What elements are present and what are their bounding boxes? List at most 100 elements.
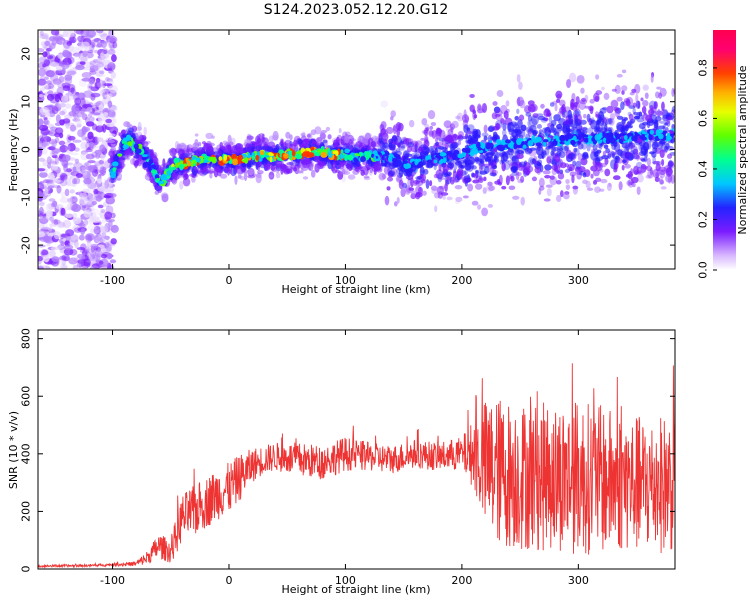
- spectrogram-blob: [327, 134, 332, 140]
- spectrogram-noise-blob: [38, 255, 44, 262]
- spectrogram-blob: [369, 166, 373, 174]
- spectrogram-ridge-blob: [535, 142, 543, 147]
- spectrogram-noise-blob: [106, 122, 115, 127]
- spectrogram-ridge-blob: [457, 153, 464, 159]
- spectrogram-blob: [531, 115, 539, 126]
- spectrogram-noise-blob: [38, 191, 44, 198]
- spectrogram-blob: [386, 126, 394, 135]
- spectrogram-blob: [305, 163, 310, 169]
- spectrogram-blob: [472, 133, 478, 139]
- spectrogram-blob: [527, 120, 531, 127]
- spectrogram-blob: [473, 173, 479, 179]
- spectrogram-noise-blob: [99, 173, 105, 177]
- spectrogram-blob: [600, 118, 605, 128]
- spectrogram-blob: [415, 180, 423, 187]
- spectrogram-blob: [515, 127, 524, 134]
- spectrogram-blob: [284, 142, 292, 149]
- spectrogram-blob: [434, 205, 438, 213]
- spectrogram-blob: [286, 162, 294, 166]
- spectrogram-noise-blob: [86, 106, 93, 113]
- spectrogram-ridge-blob: [191, 159, 196, 165]
- spectrogram-noise-blob: [63, 175, 74, 183]
- spectrogram-noise-blob: [55, 34, 64, 39]
- spectrogram-blob: [357, 135, 366, 145]
- spectrogram-blob: [575, 96, 580, 105]
- spectrogram-noise-blob: [94, 248, 103, 258]
- spectrogram-blob: [583, 113, 587, 119]
- spectrogram-blob: [534, 166, 542, 174]
- spectrogram-noise-blob: [93, 235, 100, 244]
- spectrogram-blob: [509, 174, 513, 179]
- spectrogram-blob: [478, 162, 486, 167]
- spectrogram-blob: [594, 126, 601, 133]
- spectrogram-noise-blob: [87, 164, 97, 174]
- spectrogram-blob: [578, 166, 586, 173]
- spectrogram-noise-blob: [65, 229, 75, 237]
- spectrogram-blob: [373, 163, 382, 172]
- spectrogram-blob: [629, 144, 636, 149]
- spectrogram-noise-blob: [68, 242, 77, 246]
- colorbar-tick-label: 0.6: [697, 110, 710, 128]
- spectrogram-blob: [621, 85, 628, 92]
- spectrogram-blob: [550, 119, 557, 127]
- spectrogram-noise-blob: [95, 235, 105, 244]
- spectrogram-blob: [285, 131, 291, 139]
- spectrogram-blob: [332, 139, 339, 149]
- spectrogram-blob: [611, 88, 617, 92]
- spectrogram-noise-blob: [38, 231, 46, 238]
- spectrogram-blob: [388, 170, 396, 177]
- spectrogram-blob: [625, 173, 631, 178]
- spectrogram-blob: [209, 172, 213, 179]
- spectrogram-noise-blob: [96, 30, 104, 34]
- spectrogram-blob: [396, 196, 400, 204]
- spectrogram-blob: [556, 127, 563, 132]
- spectrogram-blob: [113, 177, 122, 181]
- spectrogram-noise-blob: [50, 202, 56, 208]
- x-tick-label: 200: [451, 574, 472, 587]
- spectrogram-blob: [664, 122, 668, 126]
- spectrogram-blob: [547, 112, 552, 116]
- spectrogram-blob: [640, 97, 644, 102]
- spectrogram-ridge-blob: [173, 157, 179, 165]
- spectrogram-noise-blob: [97, 190, 102, 197]
- spectrogram-blob: [592, 179, 598, 185]
- spectrogram-ridge-blob: [527, 140, 534, 147]
- spectrogram-blob: [454, 185, 463, 190]
- spectrogram-noise-blob: [72, 178, 77, 185]
- spectrogram-blob: [437, 172, 443, 183]
- spectrogram-noise-blob: [108, 85, 118, 94]
- spectrogram-noise-blob: [91, 218, 101, 223]
- spectrogram-blob: [135, 131, 143, 141]
- spectrogram-blob: [643, 153, 648, 163]
- spectrogram-blob: [455, 196, 463, 203]
- spectrogram-blob: [561, 103, 566, 112]
- spectrogram-noise-blob: [100, 225, 109, 234]
- spectrogram-blob: [567, 152, 576, 160]
- spectrogram-blob: [415, 192, 423, 198]
- spectrogram-noise-blob: [52, 179, 61, 184]
- spectrogram-noise-blob: [112, 41, 118, 49]
- spectrogram-blob: [248, 144, 255, 148]
- spectrogram-ridge-blob: [623, 135, 628, 141]
- spectrogram-ridge-blob: [259, 150, 265, 156]
- spectrogram-noise-blob: [59, 207, 64, 217]
- colorbar-tick-label: 0.4: [697, 160, 710, 178]
- spectrogram-ridge-blob: [344, 154, 348, 162]
- spectrogram-blob: [604, 157, 609, 165]
- spectrogram-noise-blob: [101, 48, 108, 55]
- spectrogram-noise-blob: [78, 196, 88, 206]
- spectrogram-noise-blob: [109, 259, 117, 264]
- spectrogram-blob: [549, 175, 555, 180]
- spectrogram-noise-blob: [45, 179, 55, 185]
- spectrogram-blob: [519, 99, 526, 109]
- spectrogram-noise-blob: [80, 141, 89, 150]
- spectrogram-blob: [384, 145, 388, 152]
- spectrogram-noise-blob: [86, 30, 97, 38]
- spectrogram-blob: [580, 87, 585, 94]
- spectrogram-noise-blob: [42, 58, 52, 68]
- spectrogram-noise-blob: [66, 198, 76, 202]
- y-tick-label: -10: [20, 188, 33, 206]
- spectrogram-noise-blob: [95, 77, 101, 83]
- spectrogram-ridge-blob: [310, 146, 315, 152]
- spectrogram-noise-blob: [100, 101, 108, 106]
